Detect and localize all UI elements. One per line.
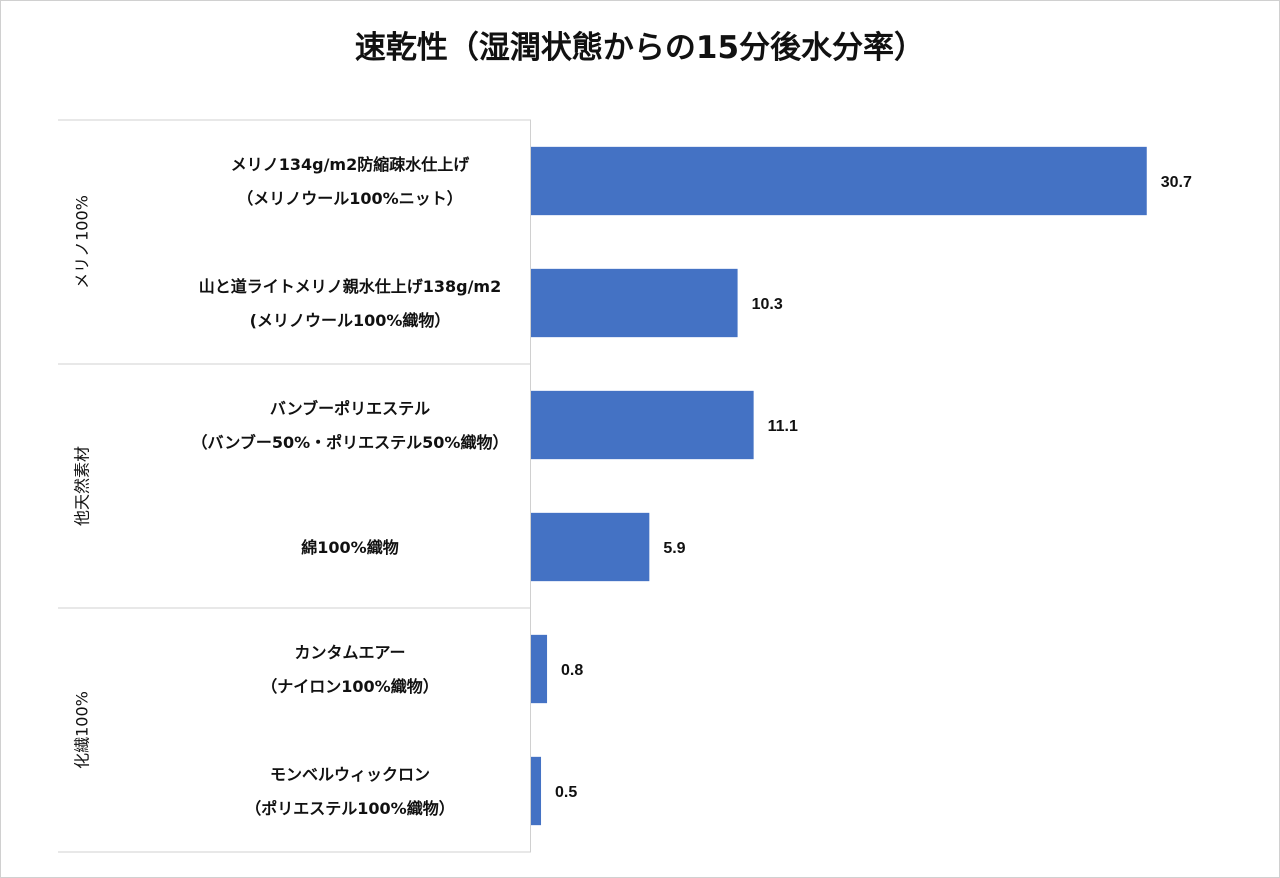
category-tick-label: （メリノウール100%ニット） (237, 189, 462, 208)
group-label: メリノ100% (73, 195, 92, 289)
group-label: 他天然素材 (73, 446, 92, 526)
bar (531, 268, 738, 338)
category-tick-label: （ナイロン100%織物） (261, 677, 438, 696)
category-tick-label: モンベルウィックロン (270, 765, 430, 784)
group-label: 化繊100% (73, 691, 92, 769)
data-label: 0.8 (561, 662, 583, 679)
category-tick-label: カンタムエアー (294, 643, 405, 662)
category-tick-label: 綿100%織物 (301, 538, 398, 557)
data-label: 0.5 (555, 784, 577, 801)
data-label: 10.3 (752, 296, 783, 313)
bar (531, 634, 548, 704)
bar (531, 756, 542, 826)
category-tick-label: 山と道ライトメリノ親水仕上げ138g/m2 (199, 277, 502, 296)
bar (531, 390, 754, 460)
data-label: 5.9 (663, 540, 685, 557)
category-tick-label: (メリノウール100%織物） (250, 311, 451, 330)
data-label: 11.1 (768, 418, 798, 435)
category-tick-label: メリノ134g/m2防縮疎水仕上げ (231, 155, 471, 174)
category-tick-label: （バンブー50%・ポリエステル50%織物） (192, 433, 509, 452)
bar (531, 512, 650, 582)
category-tick-label: （ポリエステル100%織物） (245, 799, 454, 818)
bar (531, 146, 1147, 216)
data-label: 30.7 (1161, 174, 1192, 191)
chart-title: 速乾性（湿潤状態からの15分後水分率） (354, 30, 926, 66)
category-tick-label: バンブーポリエステル (270, 399, 430, 418)
